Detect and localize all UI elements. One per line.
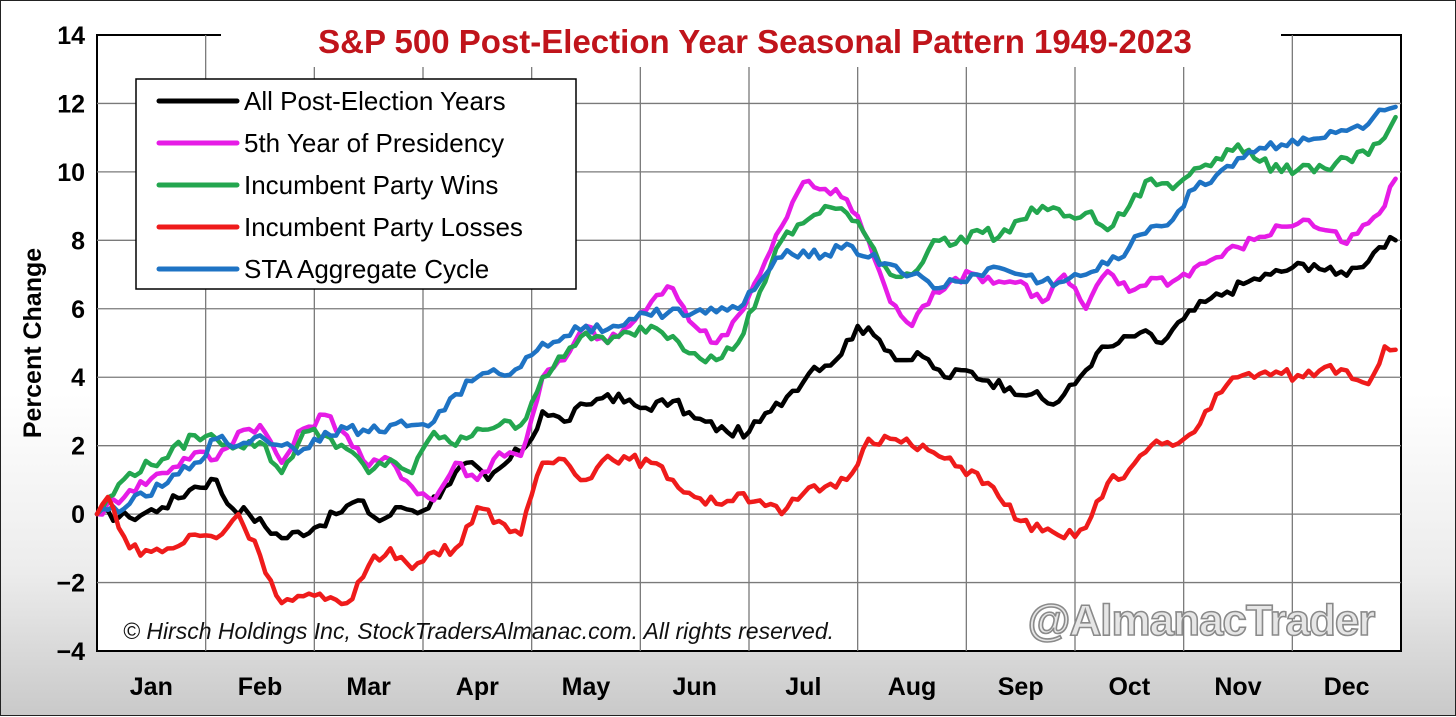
legend-label: Incumbent Party Wins xyxy=(244,170,498,200)
x-tick-label: Sep xyxy=(998,673,1044,701)
x-tick-label: Jan xyxy=(130,673,173,701)
legend-label: Incumbent Party Losses xyxy=(244,212,523,242)
x-tick-label: Jul xyxy=(785,673,821,701)
watermark-handle: @AlmanacTrader xyxy=(1028,596,1376,645)
y-tick-label: 10 xyxy=(57,159,85,187)
legend: All Post-Election Years 5th Year of Presi… xyxy=(135,78,577,290)
series-layer xyxy=(94,104,1398,607)
y-axis-ticks: −4 −2 0 2 4 6 8 10 12 14 xyxy=(56,22,85,666)
x-tick-label: Aug xyxy=(888,673,937,701)
y-tick-label: −2 xyxy=(56,570,85,598)
x-tick-label: Nov xyxy=(1214,673,1261,701)
chart-title: S&P 500 Post-Election Year Seasonal Patt… xyxy=(318,23,1192,60)
x-axis-ticks: Jan Feb Mar Apr May Jun Jul Aug Sep Oct Nov Dec xyxy=(130,673,1370,701)
y-tick-label: 6 xyxy=(71,296,85,324)
y-tick-label: 14 xyxy=(57,22,85,50)
y-tick-label: 4 xyxy=(71,364,85,392)
series-line-3 xyxy=(94,114,1398,517)
y-axis-label: Percent Change xyxy=(19,248,47,438)
y-tick-label: 12 xyxy=(57,90,85,118)
legend-label: All Post-Election Years xyxy=(244,86,506,116)
series-line-4 xyxy=(94,344,1398,607)
series-line-5 xyxy=(94,104,1398,517)
legend-label: STA Aggregate Cycle xyxy=(244,254,489,284)
x-tick-label: May xyxy=(562,673,611,701)
x-tick-label: Oct xyxy=(1108,673,1150,701)
y-tick-label: 0 xyxy=(71,501,85,529)
y-tick-label: −4 xyxy=(56,638,85,666)
copyright-notice: © Hirsch Holdings Inc, StockTradersAlman… xyxy=(123,618,834,644)
series-line-1 xyxy=(94,234,1398,541)
x-tick-label: Jun xyxy=(672,673,716,701)
x-tick-label: Mar xyxy=(346,673,391,701)
x-tick-label: Dec xyxy=(1324,673,1370,701)
y-tick-label: 8 xyxy=(71,227,85,255)
y-tick-label: 2 xyxy=(71,433,85,461)
legend-label: 5th Year of Presidency xyxy=(244,128,504,158)
x-tick-label: Apr xyxy=(456,673,499,701)
x-tick-label: Feb xyxy=(238,673,282,701)
title-backdrop xyxy=(221,17,1281,67)
